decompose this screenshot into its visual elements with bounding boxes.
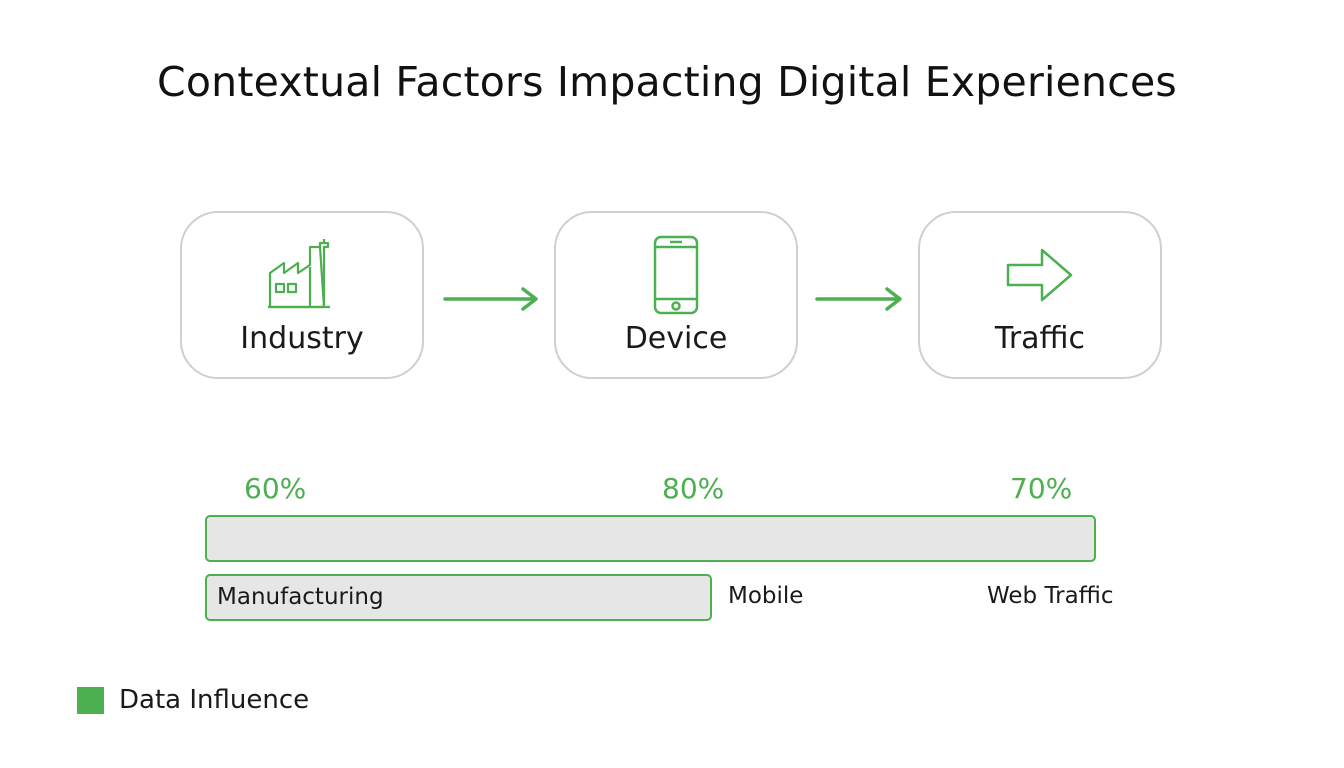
step-card-traffic: Traffic [918, 211, 1162, 379]
diagram-title: Contextual Factors Impacting Digital Exp… [157, 58, 1177, 106]
influence-percent-traffic: 70% [1010, 472, 1073, 505]
flow-arrow-icon [443, 287, 541, 315]
category-label-manufacturing: Manufacturing [217, 584, 384, 610]
influence-percent-industry: 60% [244, 472, 307, 505]
step-label-industry: Industry [240, 321, 364, 356]
category-label-web-traffic: Web Traffic [987, 583, 1114, 609]
step-label-traffic: Traffic [994, 321, 1086, 356]
factory-icon [266, 237, 338, 313]
legend-swatch [77, 687, 104, 714]
influence-track-bar [205, 515, 1096, 562]
influence-percent-device: 80% [662, 472, 725, 505]
step-card-industry: Industry [180, 211, 424, 379]
influence-fill-bar: Manufacturing [205, 574, 712, 621]
arrow-right-icon [1006, 247, 1074, 307]
smartphone-icon [653, 235, 699, 319]
step-label-device: Device [624, 321, 728, 356]
step-card-device: Device [554, 211, 798, 379]
legend-label: Data Influence [119, 685, 310, 715]
flow-arrow-icon [815, 287, 905, 315]
category-label-mobile: Mobile [728, 583, 804, 609]
